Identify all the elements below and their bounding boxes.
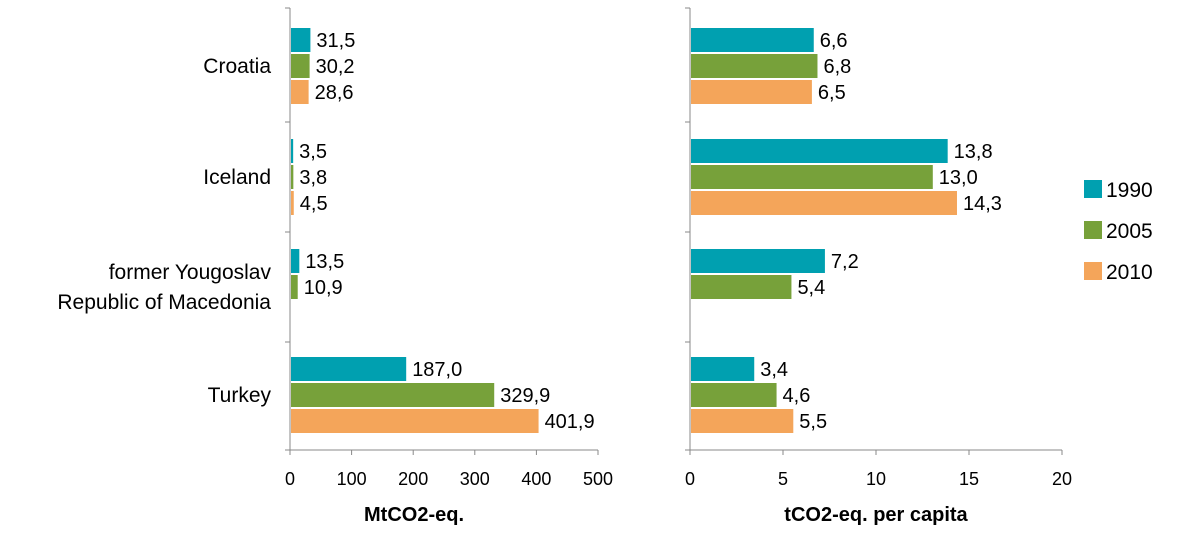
legend-label-2005: 2005 [1106,220,1153,243]
bar-mt-2005 [291,383,495,407]
bar-mt-2005 [291,165,294,189]
x-tick-label: 300 [460,469,490,489]
category-label: Turkey [208,384,272,407]
data-label: 10,9 [304,277,343,299]
data-label: 13,8 [954,141,993,163]
x-tick-label: 5 [778,469,788,489]
x-tick-label: 0 [685,469,695,489]
bar-mt-2005 [291,275,298,299]
data-label: 30,2 [316,56,355,78]
bar-mt-1990 [291,139,294,163]
category-label: Croatia [203,55,271,78]
category-label: Iceland [203,166,271,189]
bar-mt-1990 [291,357,407,381]
bar-percap-1990 [691,139,948,163]
data-label: 6,8 [823,56,851,78]
bar-mt-2010 [291,191,294,215]
x-tick-label: 200 [398,469,428,489]
category-label: former Yougoslav [109,261,272,284]
x-axis-title: MtCO2-eq. [364,504,464,526]
bar-mt-1990 [291,249,300,273]
data-label: 187,0 [412,359,462,381]
bar-percap-2010 [691,191,957,215]
legend-swatch-1990 [1084,180,1102,198]
bar-percap-2010 [691,409,794,433]
x-tick-label: 400 [521,469,551,489]
bar-percap-2010 [691,80,812,104]
x-tick-label: 20 [1052,469,1072,489]
data-label: 5,4 [797,277,825,299]
category-label: Republic of Macedonia [57,291,271,314]
x-tick-label: 500 [583,469,613,489]
legend-swatch-2005 [1084,221,1102,239]
data-label: 3,8 [299,167,327,189]
bar-mt-2010 [291,80,309,104]
data-label: 28,6 [315,82,354,104]
data-label: 3,5 [299,141,327,163]
data-label: 4,6 [783,385,811,407]
bar-mt-2005 [291,54,310,78]
bar-mt-2010 [291,409,539,433]
x-axis-title: tCO2-eq. per capita [784,504,968,526]
data-label: 5,5 [799,411,827,433]
bar-mt-1990 [291,28,311,52]
data-label: 6,5 [818,82,846,104]
data-label: 6,6 [820,30,848,52]
data-label: 31,5 [316,30,355,52]
data-label: 4,5 [300,193,328,215]
bar-percap-1990 [691,357,755,381]
data-label: 13,0 [939,167,978,189]
legend-label-2010: 2010 [1106,261,1153,284]
data-label: 401,9 [545,411,595,433]
x-tick-label: 100 [337,469,367,489]
bar-percap-2005 [691,383,777,407]
data-label: 3,4 [760,359,788,381]
bar-percap-1990 [691,249,825,273]
bar-percap-2005 [691,275,792,299]
legend-swatch-2010 [1084,262,1102,280]
data-label: 329,9 [500,385,550,407]
x-tick-label: 15 [959,469,979,489]
x-tick-label: 10 [866,469,886,489]
bar-percap-2005 [691,165,933,189]
x-tick-label: 0 [285,469,295,489]
bar-percap-1990 [691,28,814,52]
data-label: 13,5 [305,251,344,273]
bar-percap-2005 [691,54,818,78]
data-label: 7,2 [831,251,859,273]
legend-label-1990: 1990 [1106,179,1153,202]
data-label: 14,3 [963,193,1002,215]
